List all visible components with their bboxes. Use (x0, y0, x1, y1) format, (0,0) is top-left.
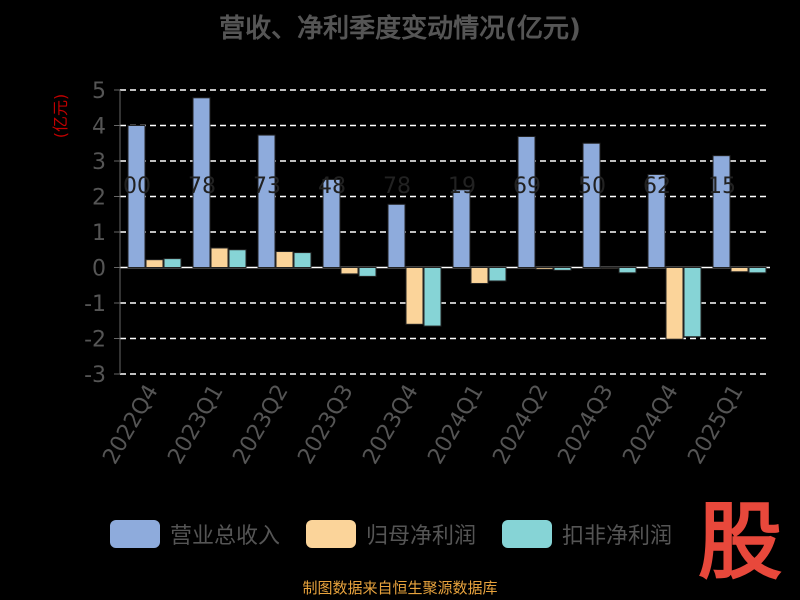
x-tick-label: 2024Q2 (488, 381, 553, 469)
bar-data-label: 69 (513, 174, 541, 199)
bar (210, 247, 229, 269)
bar (192, 97, 211, 268)
bar (488, 267, 507, 282)
bar (228, 249, 247, 268)
bar (730, 267, 749, 273)
bar (582, 142, 601, 268)
legend-item[interactable]: 归母净利润 (306, 518, 476, 550)
legend-label: 扣非净利润 (562, 524, 673, 549)
bar-data-label: 00 (123, 174, 151, 199)
y-tick-label: 5 (92, 79, 106, 104)
bar (145, 259, 164, 269)
bar-data-label: 48 (318, 174, 346, 199)
x-tick-label: 2023Q3 (293, 381, 358, 469)
brand-logo: 股 (697, 492, 782, 591)
bar (600, 267, 619, 270)
legend-item[interactable]: 扣非净利润 (502, 518, 672, 550)
source-footer: 制图数据来自恒生聚源数据库 (302, 579, 498, 597)
bar (535, 267, 554, 270)
bar (275, 251, 294, 268)
bar (618, 267, 637, 274)
bar (452, 189, 471, 269)
bar-data-label: 78 (188, 174, 216, 199)
legend-item[interactable]: 营业总收入 (110, 518, 280, 550)
bar (470, 267, 489, 284)
bar (405, 267, 424, 325)
x-tick-label: 2023Q2 (228, 381, 293, 469)
bar (163, 258, 182, 268)
y-tick-label: -2 (84, 328, 106, 353)
bar (712, 155, 731, 268)
bar (665, 267, 684, 340)
bar (257, 134, 276, 268)
x-tick-label: 2024Q3 (553, 381, 618, 469)
bar (683, 267, 702, 338)
y-tick-label: 1 (92, 221, 106, 246)
bar (423, 267, 442, 327)
bar (293, 252, 312, 268)
chart-title: 营收、净利季度变动情况(亿元) (219, 14, 581, 44)
x-tick-label: 2025Q1 (683, 381, 748, 469)
bar (387, 203, 406, 268)
legend-swatch (306, 520, 357, 548)
y-tick-label: 3 (92, 150, 106, 175)
x-tick-label: 2023Q1 (163, 381, 228, 469)
y-tick-label: -3 (84, 363, 106, 388)
bar-data-label: 19 (448, 174, 476, 199)
bar-data-label: 15 (708, 174, 736, 199)
legend-label: 归母净利润 (366, 524, 477, 549)
bar (127, 125, 146, 268)
y-tick-label: 2 (92, 186, 106, 211)
y-axis-unit-label: (亿元) (51, 94, 70, 139)
bar-data-label: 62 (643, 174, 671, 199)
x-tick-label: 2022Q4 (98, 381, 163, 469)
bar (322, 178, 341, 269)
y-tick-label: 4 (92, 115, 106, 140)
bar (647, 173, 666, 269)
y-tick-label: 0 (92, 257, 106, 282)
y-tick-label: -1 (84, 292, 106, 317)
bar-data-label: 50 (578, 174, 606, 199)
bar-data-label: 78 (383, 174, 411, 199)
x-tick-label: 2023Q4 (358, 381, 423, 469)
legend-label: 营业总收入 (170, 524, 281, 549)
bar-data-label: 73 (253, 174, 281, 199)
legend: 营业总收入 归母净利润 扣非净利润 (110, 518, 672, 550)
legend-swatch (502, 520, 553, 548)
bar (340, 267, 359, 275)
legend-swatch (110, 520, 160, 548)
bar (553, 267, 572, 271)
bar (517, 136, 536, 268)
x-tick-label: 2024Q1 (423, 381, 488, 469)
bar (358, 267, 377, 277)
bar (748, 267, 767, 274)
x-tick-label: 2024Q4 (618, 381, 683, 469)
